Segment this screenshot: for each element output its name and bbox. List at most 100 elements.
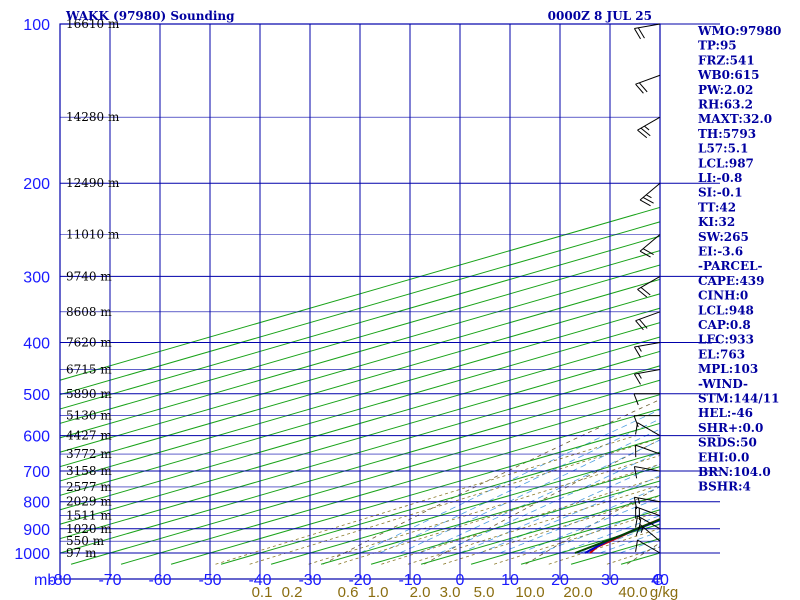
isotherm <box>60 379 660 554</box>
pressure-tick-label: 1000 <box>14 546 50 563</box>
isotherm <box>570 538 660 565</box>
index-value: BSHR:4 <box>698 480 751 494</box>
isotherm <box>60 278 660 453</box>
isotherm <box>320 466 660 565</box>
wind-barb <box>635 506 661 521</box>
wind-barb <box>639 182 661 207</box>
height-label: 5130 m <box>66 409 112 423</box>
height-label: 2029 m <box>66 495 112 509</box>
index-value: FRZ:541 <box>698 53 755 67</box>
index-value: WMO:97980 <box>697 24 781 38</box>
height-labels: 16610 m 14280 m 12490 m 11010 m 9740 m 8608 m… <box>66 17 120 560</box>
mixing-ratio-line <box>215 435 637 565</box>
index-value: SW:265 <box>698 230 749 244</box>
index-value: -PARCEL- <box>698 259 763 273</box>
index-value: EL:763 <box>698 347 745 361</box>
mixing-ratio-line <box>249 437 660 565</box>
temperature-tick-label: -70 <box>98 572 121 589</box>
isotherm <box>60 350 660 525</box>
wind-barb <box>633 466 661 479</box>
pressure-tick-label: 300 <box>23 269 50 286</box>
height-label: 14280 m <box>66 110 120 124</box>
height-label: 1511 m <box>66 509 112 523</box>
moist-adiabat <box>559 515 660 554</box>
temperature-tick-label: 40 <box>651 572 669 589</box>
temperature-tick-label: -40 <box>248 572 271 589</box>
pressure-tick-label: 100 <box>23 17 50 34</box>
isotherm <box>70 394 660 565</box>
pressure-tick-label: 200 <box>23 176 50 193</box>
wind-barb <box>633 415 660 428</box>
index-value: L57:5.1 <box>698 142 748 156</box>
isotherm <box>270 451 660 565</box>
index-value: BRN:104.0 <box>698 465 771 479</box>
index-value: MPL:103 <box>698 362 758 376</box>
wind-barb <box>635 515 661 530</box>
index-value: CAPE:439 <box>698 274 765 288</box>
index-value: -WIND- <box>698 377 748 391</box>
temperature-tick-labels: -80 -70 -60 -50 -40 -30 -20 -10 0 10 20 30 40 <box>48 572 669 589</box>
isotherm <box>60 264 660 439</box>
wind-barb <box>637 116 661 139</box>
mixing-ratio-tick-label: 1.0 <box>368 584 389 600</box>
isotherm <box>60 250 660 424</box>
mixing-ratio-tick-label: g/kg <box>650 584 678 600</box>
plot-frame <box>59 23 661 580</box>
mixing-ratio-tick-label: 0.1 <box>252 584 273 600</box>
index-value: SHR+:0.0 <box>698 421 763 435</box>
wind-barb <box>639 234 661 258</box>
moist-adiabat <box>439 451 660 554</box>
height-label: 3158 m <box>66 464 112 478</box>
isotherm <box>60 336 660 511</box>
mixing-ratio-tick-label: 2.0 <box>410 584 431 600</box>
height-label: 550 m <box>66 534 105 548</box>
height-label: 7620 m <box>66 335 112 349</box>
temperature-tick-label: -20 <box>348 572 371 589</box>
isotherm <box>60 293 660 468</box>
isotherm <box>120 408 660 565</box>
mixing-ratio-tick-label: 20.0 <box>563 584 592 600</box>
moist-adiabat <box>579 523 660 554</box>
temperature-tick-label: 30 <box>601 572 619 589</box>
wind-barb <box>635 311 661 331</box>
isotherm <box>60 322 660 496</box>
pressure-tick-label: 800 <box>23 495 50 512</box>
wind-barb <box>633 393 660 406</box>
index-value: KI:32 <box>698 215 735 229</box>
pressure-tick-label: 400 <box>23 335 50 352</box>
index-value: RH:63.2 <box>698 98 753 112</box>
index-value: MAXT:32.0 <box>698 112 772 126</box>
isotherm <box>60 221 660 396</box>
wind-barb <box>635 444 661 458</box>
y-axis-label: mb <box>34 572 56 589</box>
height-label: 6715 m <box>66 363 112 377</box>
temperature-tick-label: -30 <box>298 572 321 589</box>
x-axis-label: C <box>652 572 664 589</box>
moist-adiabat <box>539 506 660 554</box>
height-label: 4427 m <box>66 429 112 443</box>
temperature-tick-label: -50 <box>198 572 221 589</box>
mixing-ratio-tick-labels: 0.1 0.2 0.6 1.0 2.0 3.0 5.0 10.0 20.0 40.0 g/kg <box>252 584 679 600</box>
pressure-tick-label: 700 <box>23 464 50 481</box>
temperature-tick-label: 10 <box>501 572 519 589</box>
wind-barb <box>633 369 661 385</box>
mixing-ratio-tick-label: 3.0 <box>440 584 461 600</box>
height-label: 2577 m <box>66 480 112 494</box>
wind-barb <box>635 539 661 554</box>
isotherm <box>60 235 660 410</box>
isobars <box>59 23 720 580</box>
isotherm <box>220 437 660 565</box>
height-label: 12490 m <box>66 176 120 190</box>
index-value: CINH:0 <box>698 289 748 303</box>
index-value: CAP:0.8 <box>698 318 751 332</box>
index-value: LCL:987 <box>698 156 754 170</box>
indices-panel: WMO:97980TP:95FRZ:541WB0:615PW:2.02RH:63… <box>697 24 781 494</box>
index-value: TT:42 <box>698 200 736 214</box>
mixing-ratio-tick-label: 10.0 <box>515 584 544 600</box>
height-label: 8608 m <box>66 305 112 319</box>
index-value: TP:95 <box>698 39 737 53</box>
wind-barb <box>633 341 661 358</box>
height-label: 97 m <box>66 546 97 560</box>
isotherm <box>60 206 660 381</box>
